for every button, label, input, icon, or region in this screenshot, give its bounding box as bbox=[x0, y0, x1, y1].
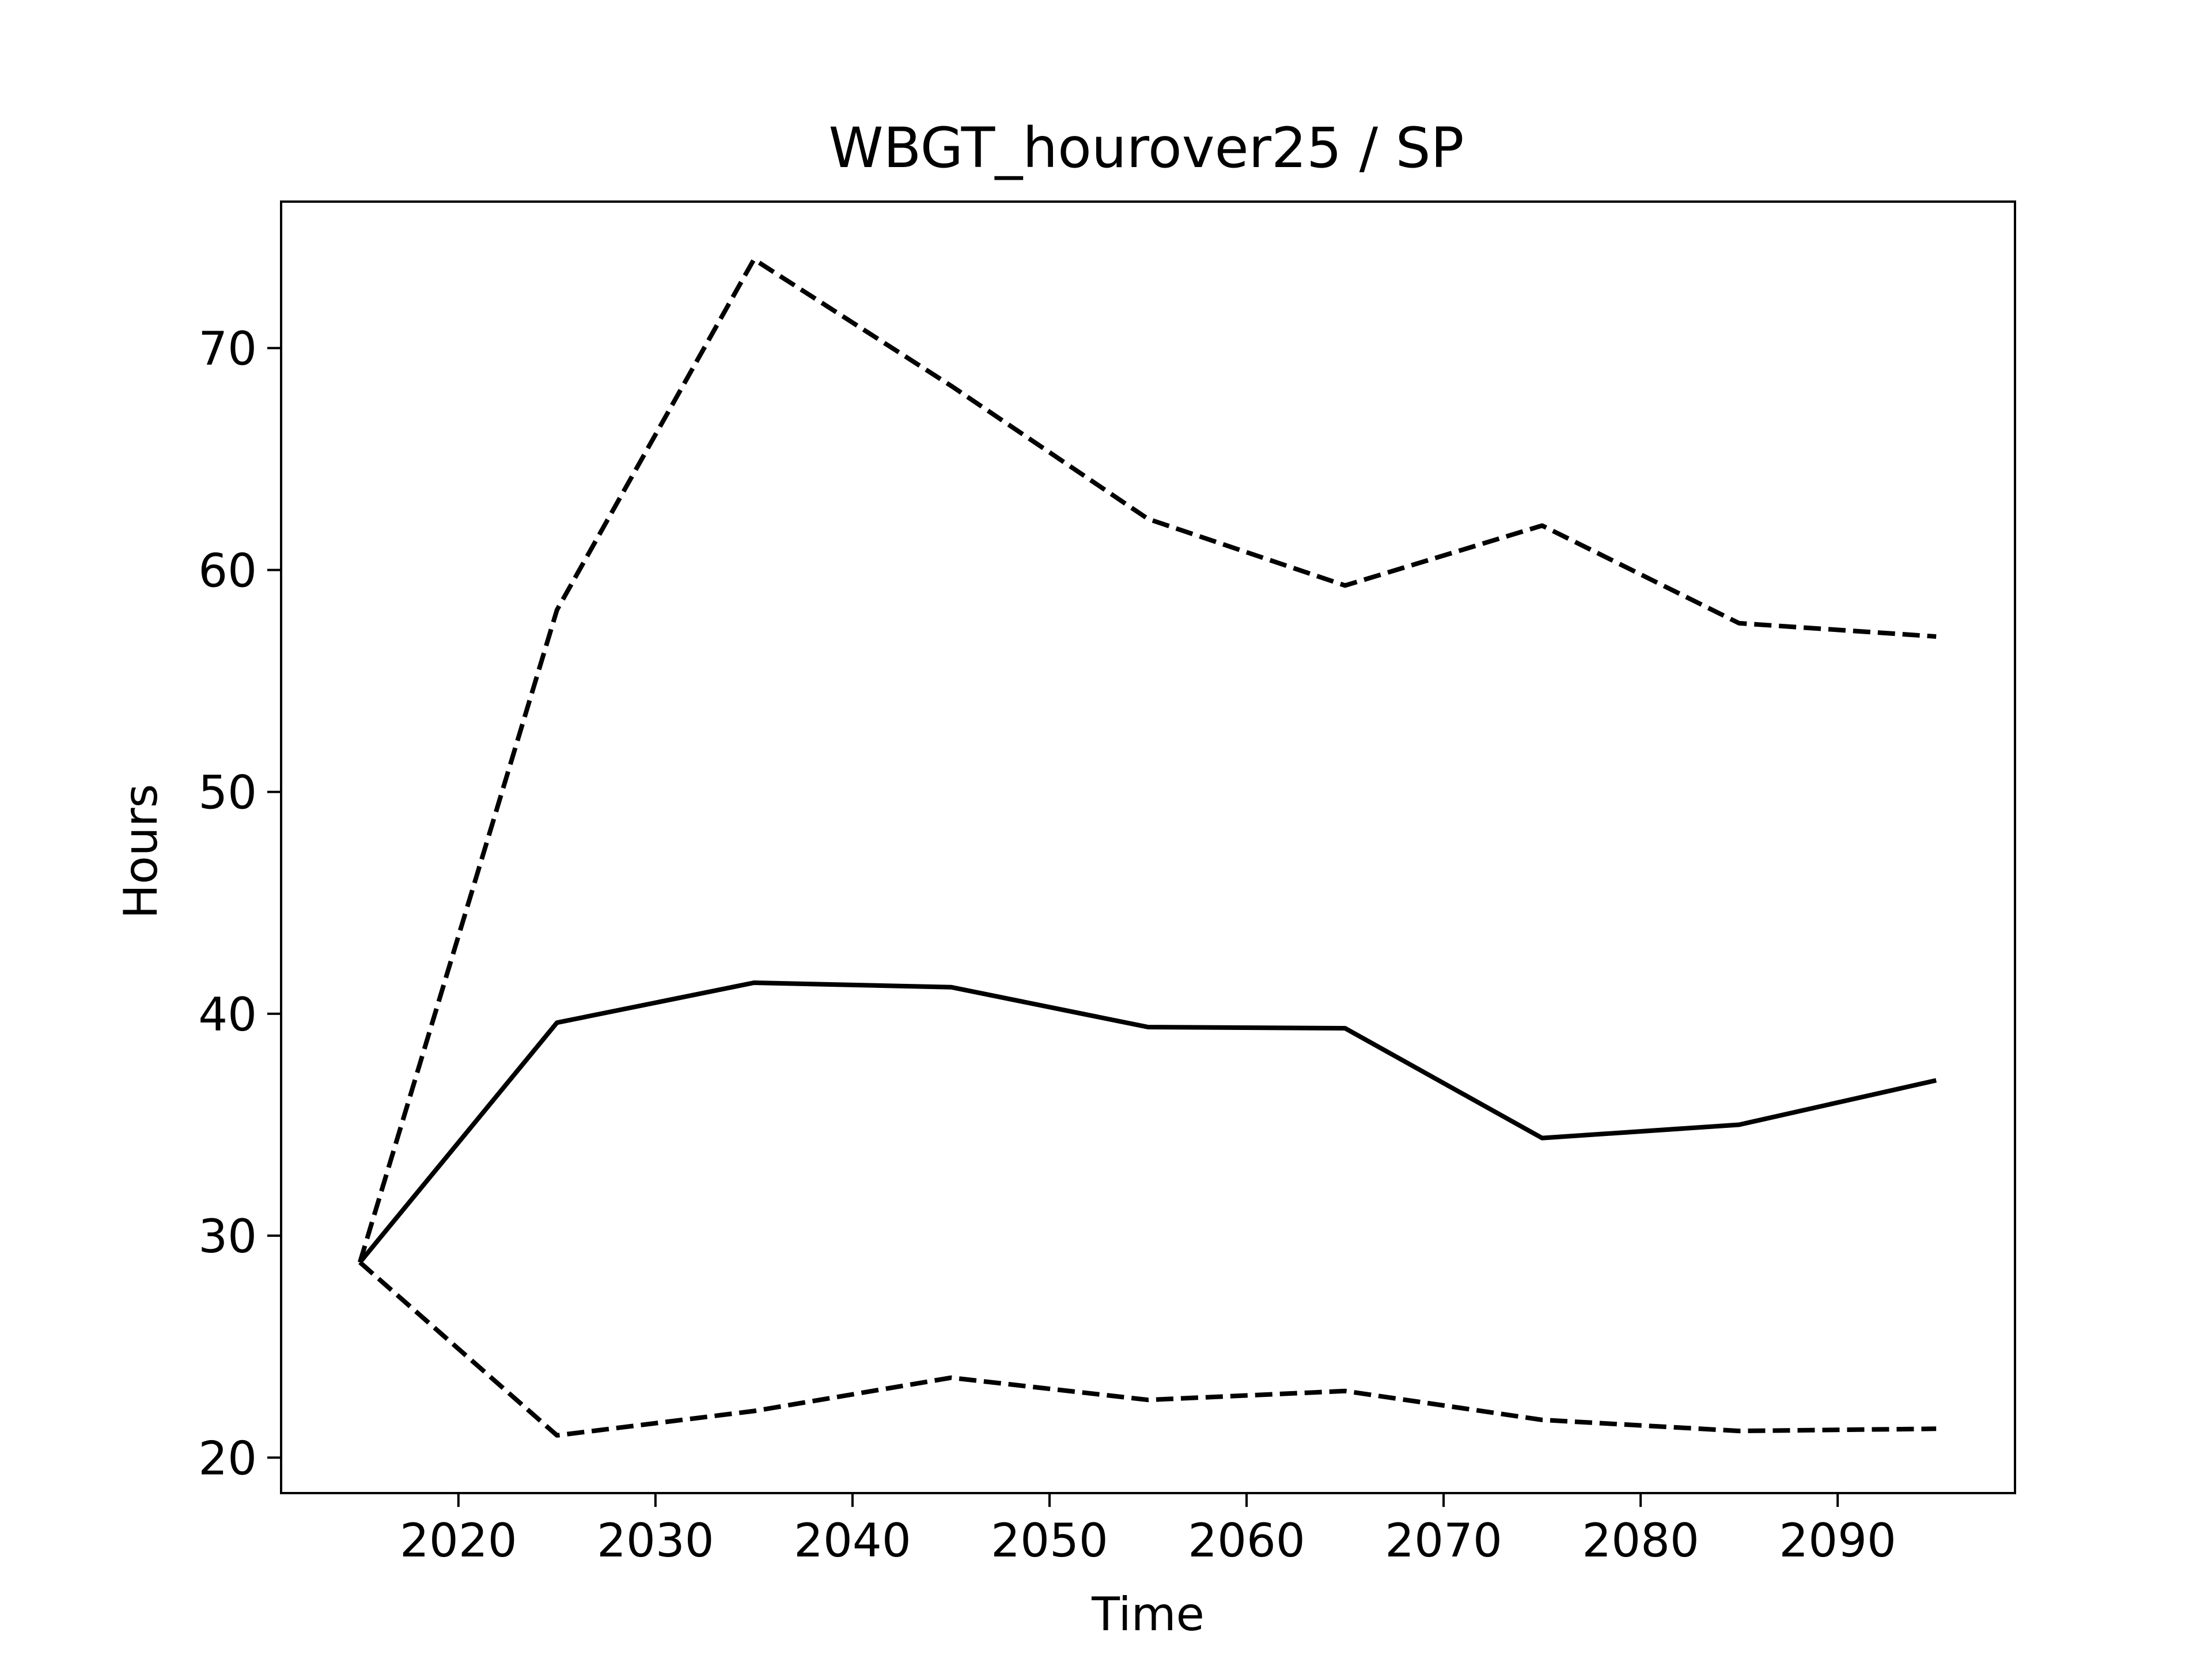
y-tick-label: 20 bbox=[198, 1431, 257, 1485]
x-tick-label: 2080 bbox=[1582, 1514, 1699, 1567]
y-tick-label: 30 bbox=[198, 1210, 257, 1263]
x-tick-label: 2030 bbox=[597, 1514, 714, 1567]
y-tick-label: 60 bbox=[198, 544, 257, 597]
x-tick-label: 2070 bbox=[1385, 1514, 1502, 1567]
plot-area-frame bbox=[280, 200, 2016, 1494]
x-tick-label: 2060 bbox=[1188, 1514, 1305, 1567]
y-tick-label: 70 bbox=[198, 322, 257, 376]
series-line-dashed-2 bbox=[357, 257, 1937, 1263]
series-line-solid-1 bbox=[358, 980, 1937, 1264]
series-layer bbox=[357, 257, 1937, 1438]
x-tick-label: 2040 bbox=[794, 1514, 911, 1567]
y-tick-label: 50 bbox=[198, 766, 257, 820]
x-tick-label: 2090 bbox=[1779, 1514, 1896, 1567]
x-axis-ticks: 2020 2030 2040 2050 2060 2070 2080 2090 bbox=[400, 1493, 1896, 1567]
y-axis-ticks: 20 30 40 50 60 70 bbox=[198, 322, 281, 1485]
x-axis-label: Time bbox=[1091, 1588, 1205, 1641]
y-axis-label: Hours bbox=[114, 784, 168, 919]
chart-title: WBGT_hourover25 / SP bbox=[829, 116, 1464, 180]
x-tick-label: 2050 bbox=[991, 1514, 1108, 1567]
x-tick-label: 2020 bbox=[400, 1514, 517, 1567]
y-tick-label: 40 bbox=[198, 988, 257, 1041]
series-line-dashed-3 bbox=[358, 1260, 1937, 1438]
